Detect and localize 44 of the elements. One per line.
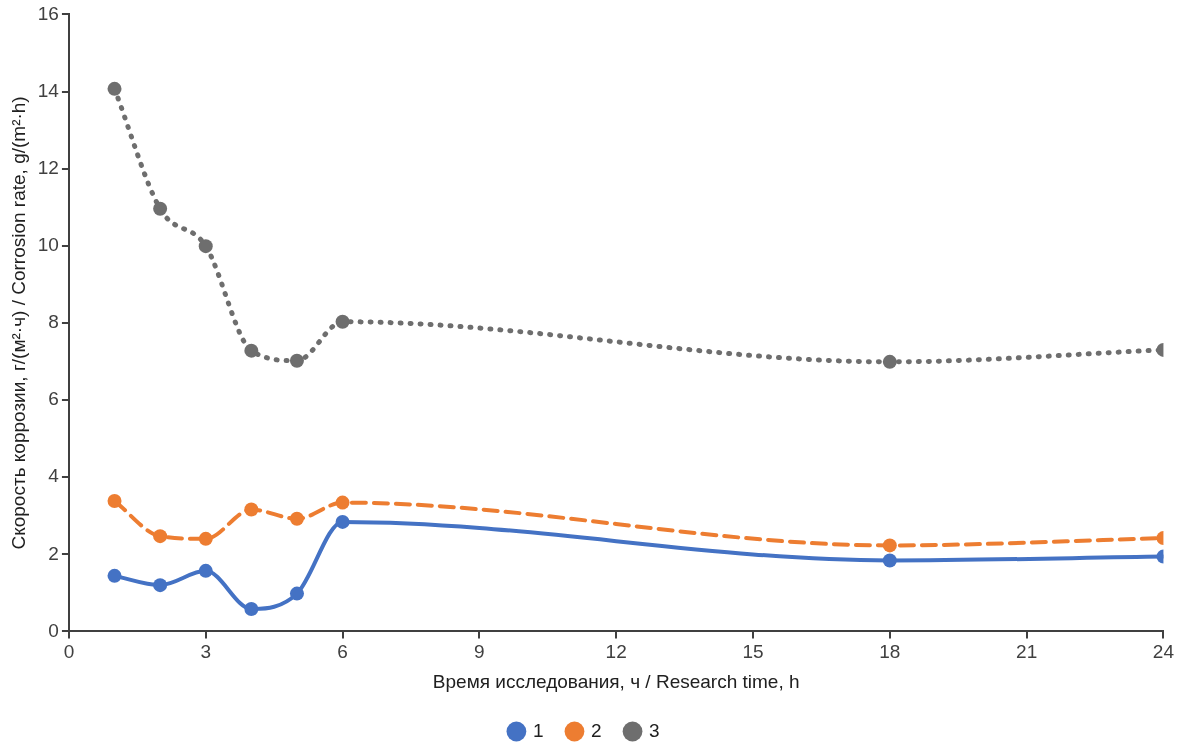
y-tick-label: 12: [37, 156, 59, 178]
x-tick-label: 0: [63, 641, 75, 663]
legend-label: 1: [532, 719, 544, 741]
x-tick-label: 3: [200, 641, 212, 663]
point: [244, 502, 259, 517]
point: [335, 314, 350, 329]
y-tick-label: 2: [48, 542, 59, 564]
point: [882, 538, 897, 553]
point: [153, 529, 168, 544]
point: [289, 511, 304, 526]
x-tick-label: 15: [742, 641, 764, 663]
y-tick-label: 14: [37, 79, 60, 101]
point: [289, 586, 304, 601]
point: [289, 353, 304, 368]
point: [244, 602, 259, 617]
point: [882, 354, 897, 369]
point: [335, 514, 350, 529]
point: [153, 201, 168, 216]
y-axis-title: Скорость коррозии, г/(м²·ч) / Corrosion rate, g/(m²·h): [7, 96, 29, 550]
point: [244, 343, 259, 358]
x-tick-label: 24: [1152, 641, 1175, 663]
y-tick-label: 16: [37, 2, 59, 24]
legend-label: 2: [590, 719, 602, 741]
legend-label: 3: [649, 719, 660, 741]
point: [198, 531, 213, 546]
x-tick-label: 6: [337, 641, 348, 663]
y-tick-label: 10: [37, 234, 59, 256]
point: [882, 553, 897, 568]
y-tick-label: 8: [48, 311, 59, 333]
point: [107, 494, 122, 509]
point: [198, 563, 213, 578]
y-tick-label: 6: [48, 388, 59, 410]
point: [107, 81, 122, 96]
x-tick-label: 12: [605, 641, 627, 663]
point: [198, 239, 213, 254]
x-tick-label: 18: [879, 641, 901, 663]
point: [335, 495, 350, 510]
x-axis-title: Время исследования, ч / Research time, h: [432, 670, 800, 692]
x-tick-label: 9: [474, 641, 485, 663]
point: [107, 568, 122, 583]
y-tick-label: 0: [48, 619, 59, 641]
x-tick-label: 21: [1016, 641, 1038, 663]
y-tick-label: 4: [48, 465, 60, 487]
point: [153, 578, 168, 593]
